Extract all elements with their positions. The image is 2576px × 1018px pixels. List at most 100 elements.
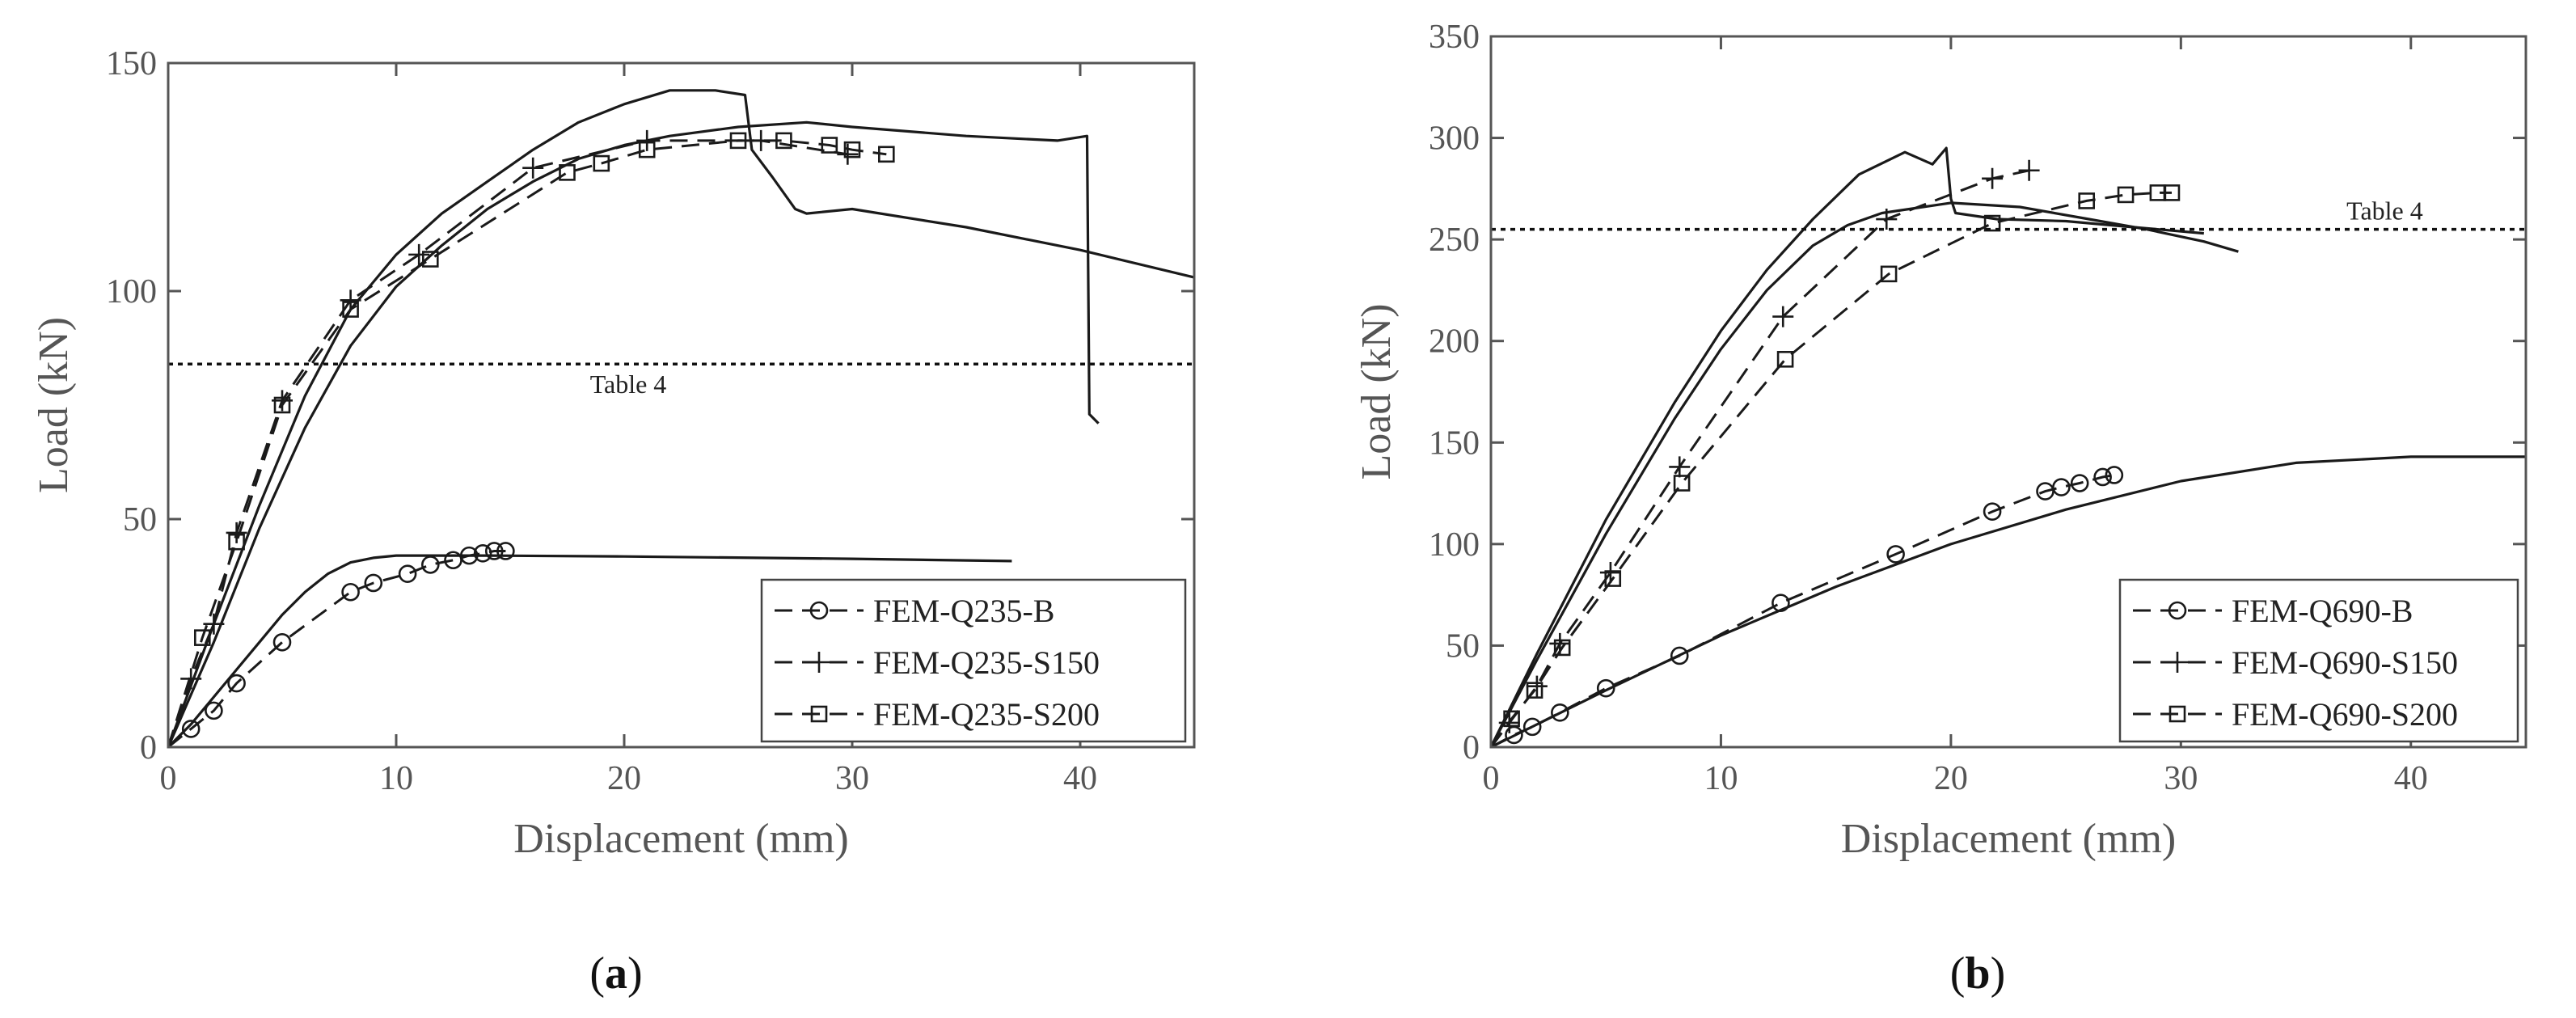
marker-fem-q235-b-12 [484, 542, 504, 560]
panel-a-legend: FEM-Q235-B FEM-Q235-S150 FEM-Q235-S200 [760, 578, 1187, 743]
marker-fem-q235-b-10 [459, 546, 479, 565]
panel-b-reference: Table 4 [1491, 196, 2526, 231]
legend-label-fem-q690-s200: FEM-Q690-S200 [2232, 696, 2458, 733]
marker-fem-q235-s200-4 [342, 301, 359, 318]
legend-item-fem-q235-s200: FEM-Q235-S200 [775, 696, 1100, 733]
panel-a-caption-letter: a [605, 948, 627, 999]
marker-fem-q235-s150-2 [203, 613, 225, 635]
marker-fem-q235-b-1 [181, 720, 201, 738]
b-y-tick-label-350: 350 [1429, 19, 1480, 56]
a-x-tick-label-10: 10 [379, 760, 413, 797]
legend-marker-fem-q690-s200 [2168, 705, 2186, 723]
panel-b: Table 4 0 10 20 30 40 0 50 100 150 200 250 300 350 D… [1353, 19, 2527, 999]
marker-fem-q690-s200-4 [1604, 570, 1622, 587]
marker-fem-q690-s200-12 [2163, 184, 2181, 201]
b-y-tick-label-100: 100 [1429, 526, 1480, 564]
marker-fem-q235-b-6 [364, 573, 383, 593]
panel-a-x-axis-title: Displacement (mm) [513, 816, 848, 862]
marker-fem-q690-s150-2 [1526, 675, 1548, 697]
panel-a-reference: Table 4 [168, 362, 1194, 399]
marker-fem-q690-b-11 [2070, 474, 2089, 492]
marker-fem-q235-s200-3 [273, 396, 291, 414]
panel-b-reference-label: Table 4 [2346, 196, 2423, 226]
b-y-tick-label-200: 200 [1429, 323, 1480, 361]
marker-fem-q690-s200-9 [2078, 192, 2096, 209]
marker-fem-q235-b-8 [420, 555, 440, 574]
marker-fem-q235-s150-7 [522, 157, 544, 179]
marker-fem-q690-b-7 [1886, 545, 1905, 564]
panel-a-plot-frame [167, 61, 1196, 749]
panel-b-plot-frame [1489, 35, 2527, 749]
marker-fem-q235-s200-11 [821, 137, 838, 154]
marker-fem-q690-s200-5 [1673, 475, 1691, 492]
b-y-tick-label-150: 150 [1429, 425, 1480, 462]
marker-fem-q235-s150-1 [180, 668, 202, 690]
panel-b-legend-box [2118, 578, 2519, 743]
marker-fem-q690-s200-6 [1776, 351, 1794, 368]
marker-fem-q235-b-2 [205, 701, 223, 720]
a-y-tick-label-100: 100 [106, 273, 157, 310]
marker-fem-q235-b-13 [496, 542, 515, 560]
series-fem-q235-b [167, 550, 506, 749]
marker-fem-q235-s200-8 [638, 141, 656, 158]
b-x-tick-label-0: 0 [1483, 760, 1500, 797]
legend-marker-fem-q235-b [809, 601, 829, 620]
a-y-tick-label-0: 0 [140, 729, 157, 767]
panel-a-caption: (a) [589, 948, 642, 999]
a-y-tick-label-150: 150 [106, 45, 157, 82]
marker-fem-q235-s150-10 [837, 143, 859, 165]
legend-marker-fem-q235-s150 [809, 652, 830, 673]
marker-fem-q690-b-2 [1522, 717, 1542, 737]
marker-fem-q690-s150-9 [2018, 159, 2040, 181]
a-x-tick-label-20: 20 [607, 760, 641, 797]
legend-label-fem-q235-b: FEM-Q235-B [873, 593, 1054, 629]
a-x-tick-label-0: 0 [160, 760, 177, 797]
a-x-tick-label-40: 40 [1063, 760, 1097, 797]
panel-a-reference-label: Table 4 [590, 370, 667, 399]
legend-label-fem-q690-s150: FEM-Q690-S150 [2232, 644, 2458, 681]
series-test-q690-s150 [1489, 146, 2204, 748]
panel-a-ticks: 0 10 20 30 40 0 50 100 150 [106, 45, 1194, 797]
marker-fem-q690-b-4 [1596, 678, 1615, 698]
b-x-tick-label-30: 30 [2164, 760, 2198, 797]
marker-fem-q235-b-11 [473, 543, 492, 563]
legend-item-fem-q235-s150: FEM-Q235-S150 [775, 644, 1100, 681]
marker-fem-q235-b-3 [227, 674, 246, 693]
marker-fem-q235-s200-2 [228, 533, 245, 551]
marker-fem-q235-s200-10 [775, 132, 792, 150]
marker-fem-q690-s200-7 [1880, 265, 1898, 283]
panel-b-ticks: 0 10 20 30 40 0 50 100 150 200 250 300 350 [1429, 19, 2526, 797]
marker-fem-q235-s200-9 [729, 132, 747, 150]
marker-fem-q235-s200-13 [878, 146, 895, 163]
legend-marker-fem-q690-b [2168, 601, 2187, 620]
legend-item-fem-q690-s150: FEM-Q690-S150 [2133, 644, 2458, 681]
series-fem-q690-s200 [1489, 191, 2172, 748]
legend-item-fem-q690-s200: FEM-Q690-S200 [2133, 696, 2458, 733]
panel-a-y-axis-title: Load (kN) [31, 317, 77, 493]
panel-b-caption-letter: b [1965, 948, 1990, 999]
legend-item-fem-q690-b: FEM-Q690-B [2133, 593, 2413, 629]
b-y-tick-label-250: 250 [1429, 222, 1480, 259]
marker-fem-q690-s150-4 [1599, 562, 1621, 584]
marker-fem-q690-b-12 [2093, 467, 2112, 487]
series-fem-q235-s150 [167, 139, 848, 748]
panel-a: Table 4 0 10 20 30 40 0 50 100 150 Displacement … [31, 45, 1196, 999]
a-y-tick-label-50: 50 [123, 501, 157, 539]
marker-fem-q235-s150-3 [226, 522, 247, 543]
legend-marker-fem-q235-s200 [810, 705, 828, 723]
marker-fem-q690-s150-6 [1772, 306, 1794, 327]
marker-fem-q235-s200-12 [843, 141, 861, 158]
marker-fem-q690-s200-10 [2117, 186, 2135, 204]
series-fem-q690-s150 [1489, 169, 2029, 748]
b-y-tick-label-300: 300 [1429, 120, 1480, 158]
marker-fem-q235-b-4 [272, 632, 292, 652]
panel-b-x-axis-title: Displacement (mm) [1841, 816, 2176, 862]
marker-fem-q690-s200-1 [1503, 710, 1520, 728]
b-y-tick-label-0: 0 [1463, 729, 1480, 767]
marker-fem-q690-s200-8 [1983, 214, 2001, 232]
marker-fem-q235-s200-1 [194, 629, 211, 646]
marker-fem-q235-s150-5 [340, 289, 361, 311]
panel-a-curves [167, 89, 1195, 749]
marker-fem-q235-s150-6 [408, 243, 430, 265]
marker-fem-q690-s200-3 [1553, 639, 1571, 657]
